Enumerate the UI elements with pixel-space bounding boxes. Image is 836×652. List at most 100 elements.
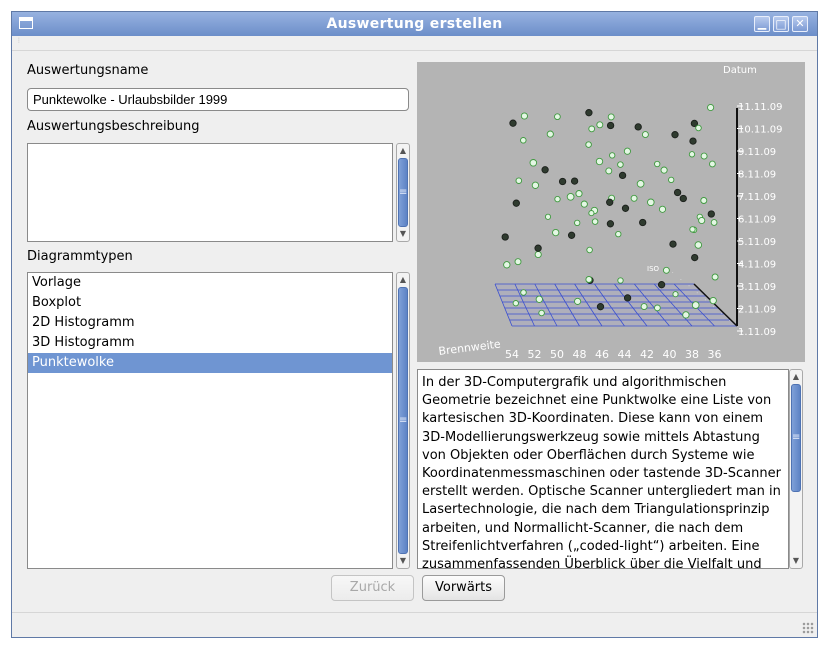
cloud-point [669, 240, 677, 248]
x-tick-label: 48 [573, 348, 587, 361]
y-tick-mark: · [705, 297, 707, 303]
cloud-point [698, 216, 706, 225]
cloud-point [512, 300, 519, 307]
title-bar[interactable]: Auswertung erstellen [12, 12, 817, 36]
cloud-point [609, 152, 616, 159]
cloud-point [673, 188, 682, 197]
dialog-window: Auswertung erstellen ⋮ Auswertungsname A… [11, 11, 818, 638]
cloud-point [607, 113, 615, 121]
z-axis-ticks: 11.11.09 10.11.09 9.11.09 8.11.09 7.11.09 6.1… [737, 102, 783, 338]
list-scrollbar[interactable]: ▲ ▼ [396, 272, 410, 569]
top-separator [12, 50, 817, 51]
cloud-point [711, 273, 719, 281]
cloud-point [538, 309, 545, 317]
back-button[interactable]: Zurück [331, 575, 414, 601]
cloud-point [514, 258, 522, 266]
list-item[interactable]: 2D Histogramm [32, 315, 135, 330]
name-input[interactable] [27, 88, 409, 111]
scroll-down-icon[interactable]: ▼ [792, 556, 800, 565]
cloud-point [515, 177, 523, 184]
cloud-point [682, 311, 690, 319]
cloud-point [621, 204, 630, 212]
grid-line [554, 283, 580, 327]
close-button[interactable] [792, 16, 808, 32]
scroll-down-icon[interactable]: ▼ [399, 556, 407, 565]
grid-line [653, 283, 693, 327]
scroll-up-icon[interactable]: ▲ [399, 275, 407, 284]
cloud-point [512, 199, 520, 207]
x-tick-label: 42 [640, 348, 654, 361]
z-tick-label: 3.11.09 [738, 282, 776, 293]
maximize-button[interactable] [773, 16, 789, 32]
cloud-point [520, 112, 528, 120]
point-cloud-svg: 11.11.09 10.11.09 9.11.09 8.11.09 7.11.09 6.1… [438, 65, 783, 361]
cloud-point [605, 167, 613, 175]
description-scrollbar[interactable]: ▲ ▼ [396, 143, 410, 242]
grid-line [494, 283, 513, 327]
points [501, 103, 719, 319]
cloud-point [567, 231, 576, 239]
cloud-point [520, 137, 527, 144]
list-item[interactable]: 3D Histogramm [32, 335, 135, 350]
cloud-point [570, 177, 579, 185]
cloud-point [606, 198, 614, 206]
cloud-point [558, 177, 567, 186]
grid-line [594, 283, 625, 327]
next-button[interactable]: Vorwärts [422, 575, 505, 601]
scroll-up-icon[interactable]: ▲ [399, 146, 407, 155]
cloud-point [660, 166, 668, 174]
cloud-point [707, 210, 715, 218]
scroll-down-icon[interactable]: ▼ [399, 229, 407, 238]
grid-line [574, 283, 603, 327]
cloud-point [588, 125, 596, 133]
cloud-point [534, 250, 542, 259]
x-tick-label: 38 [685, 348, 699, 361]
cloud-point [541, 166, 549, 174]
resize-grip-icon[interactable] [802, 622, 814, 634]
grid-line [633, 283, 670, 327]
cloud-point [535, 295, 543, 303]
cloud-point [640, 303, 648, 311]
cloud-point [546, 130, 554, 138]
list-item[interactable]: Vorlage [32, 275, 82, 290]
cloud-point [596, 121, 604, 129]
scroll-up-icon[interactable]: ▲ [792, 372, 800, 381]
cloud-point [554, 195, 561, 203]
description-input[interactable] [27, 143, 393, 242]
diagram-type-list[interactable]: Vorlage Boxplot 2D Histogramm 3D Histogr… [27, 272, 393, 569]
z-tick-label: 5.11.09 [738, 237, 776, 248]
scroll-thumb[interactable] [791, 384, 801, 492]
cloud-point [630, 194, 638, 202]
grid-line [614, 283, 648, 327]
cloud-point [585, 141, 592, 148]
description-text-scrollbar[interactable]: ▲ ▼ [789, 369, 803, 569]
z-tick-label: 2.11.09 [738, 305, 776, 316]
scroll-thumb[interactable] [398, 158, 408, 227]
y-tick-mark: · [688, 284, 690, 290]
z-axis-title: Datum [723, 65, 757, 76]
cloud-point [672, 291, 679, 298]
cloud-point [534, 244, 542, 252]
cloud-point [658, 205, 667, 213]
list-item-selected[interactable]: Punktewolke [28, 353, 392, 373]
x-tick-label: 54 [505, 348, 519, 361]
cloud-point [574, 219, 581, 227]
x-tick-label: 36 [708, 348, 722, 361]
list-item[interactable]: Boxplot [32, 295, 82, 310]
cloud-point [691, 253, 699, 262]
toolbar-grip-icon: ⋮ [16, 37, 22, 44]
z-tick-label: 10.11.09 [738, 125, 783, 136]
cloud-point [606, 220, 615, 228]
cloud-point [623, 294, 632, 302]
cloud-point [585, 276, 593, 283]
cloud-point [503, 261, 511, 269]
cloud-point [585, 109, 593, 117]
minimize-button[interactable] [754, 16, 770, 32]
x-axis-ticks: 54 52 50 48 46 44 42 40 38 36 [505, 348, 722, 361]
scroll-thumb[interactable] [398, 287, 408, 554]
cloud-point [709, 160, 716, 168]
window-menu-icon[interactable] [19, 17, 33, 29]
cloud-point [709, 296, 717, 305]
cloud-point [662, 266, 670, 274]
diagram-description-text[interactable]: In der 3D-Computergrafik und algorithmis… [417, 369, 789, 569]
